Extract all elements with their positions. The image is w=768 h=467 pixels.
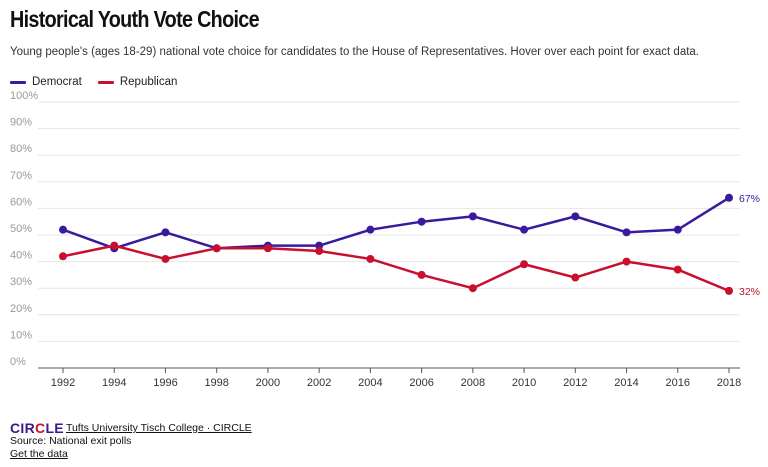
x-tick-label: 2004 xyxy=(358,377,382,389)
data-point-democrat[interactable] xyxy=(161,228,170,237)
end-label-republican: 32% xyxy=(739,286,760,298)
x-tick-label: 1998 xyxy=(204,377,228,389)
footer: CIRCLE Tufts University Tisch College · … xyxy=(10,420,252,461)
data-point-democrat[interactable] xyxy=(59,225,67,234)
data-point-republican[interactable] xyxy=(673,265,682,274)
y-tick-label: 10% xyxy=(10,329,32,341)
series-line-republican xyxy=(62,244,730,293)
y-tick-label: 90% xyxy=(10,117,32,129)
data-point-republican[interactable] xyxy=(366,254,375,263)
data-point-republican[interactable] xyxy=(622,257,631,266)
get-data-link[interactable]: Get the data xyxy=(10,448,68,460)
y-tick-label: 70% xyxy=(10,170,32,182)
data-point-republican[interactable] xyxy=(263,244,272,253)
legend-label-democrat: Democrat xyxy=(32,76,82,88)
y-tick-label: 80% xyxy=(10,143,32,155)
data-point-democrat[interactable] xyxy=(725,193,733,202)
source-note: Source: National exit polls xyxy=(10,435,132,447)
data-point-republican[interactable] xyxy=(468,284,477,293)
x-tick-label: 2014 xyxy=(614,377,638,389)
x-tick-label: 2012 xyxy=(563,377,587,389)
legend-swatch-democrat xyxy=(10,80,26,84)
y-tick-label: 0% xyxy=(10,356,26,368)
chart-subtitle: Young people's (ages 18-29) national vot… xyxy=(10,46,700,58)
data-point-republican[interactable] xyxy=(161,254,170,263)
x-tick-label: 2008 xyxy=(461,377,485,389)
chart-title: Historical Youth Vote Choice xyxy=(10,6,260,32)
line-chart: 0% 10% 20% 30% 40% 50% 60% 70% 80% 90% 100% 1992 199… xyxy=(10,90,760,389)
y-tick-label: 50% xyxy=(10,223,32,235)
series-line-democrat xyxy=(62,196,730,250)
y-tick-label: 40% xyxy=(10,250,32,262)
y-tick-label: 30% xyxy=(10,276,32,288)
data-point-republican[interactable] xyxy=(725,286,733,295)
data-point-republican[interactable] xyxy=(417,270,426,279)
data-point-republican[interactable] xyxy=(571,273,580,282)
data-point-democrat[interactable] xyxy=(468,212,477,221)
brand-row: CIRCLE Tufts University Tisch College · … xyxy=(10,420,252,436)
end-label-democrat: 67% xyxy=(739,193,760,205)
y-tick-label: 100% xyxy=(10,90,38,102)
x-tick-label: 2018 xyxy=(717,377,741,389)
y-tick-label: 60% xyxy=(10,196,32,208)
x-tick-label: 2002 xyxy=(307,377,331,389)
data-point-democrat[interactable] xyxy=(622,228,631,237)
circle-logo[interactable]: CIRCLE xyxy=(10,420,64,436)
data-point-democrat[interactable] xyxy=(366,225,375,234)
x-tick-label: 1992 xyxy=(51,377,75,389)
legend: Democrat Republican xyxy=(10,76,177,88)
data-point-republican[interactable] xyxy=(212,244,221,253)
legend-swatch-republican xyxy=(97,80,114,84)
data-point-republican[interactable] xyxy=(110,241,119,250)
data-point-democrat[interactable] xyxy=(571,212,580,221)
data-point-republican[interactable] xyxy=(520,260,529,269)
data-point-republican[interactable] xyxy=(59,252,67,261)
x-tick-label: 1994 xyxy=(102,377,126,389)
data-point-democrat[interactable] xyxy=(520,225,529,234)
data-point-democrat[interactable] xyxy=(417,217,426,226)
x-tick-label: 2010 xyxy=(512,377,536,389)
data-point-republican[interactable] xyxy=(315,246,324,255)
legend-item-democrat[interactable]: Democrat xyxy=(10,76,82,88)
x-tick-label: 1996 xyxy=(153,377,177,389)
y-tick-label: 20% xyxy=(10,303,32,315)
data-point-democrat[interactable] xyxy=(673,225,682,234)
legend-item-republican[interactable]: Republican xyxy=(97,76,178,88)
x-tick-label: 2016 xyxy=(666,377,690,389)
legend-label-republican: Republican xyxy=(119,76,178,88)
x-tick-label: 2006 xyxy=(409,377,433,389)
org-link[interactable]: Tufts University Tisch College · CIRCLE xyxy=(65,422,252,434)
x-tick-label: 2000 xyxy=(256,377,280,389)
